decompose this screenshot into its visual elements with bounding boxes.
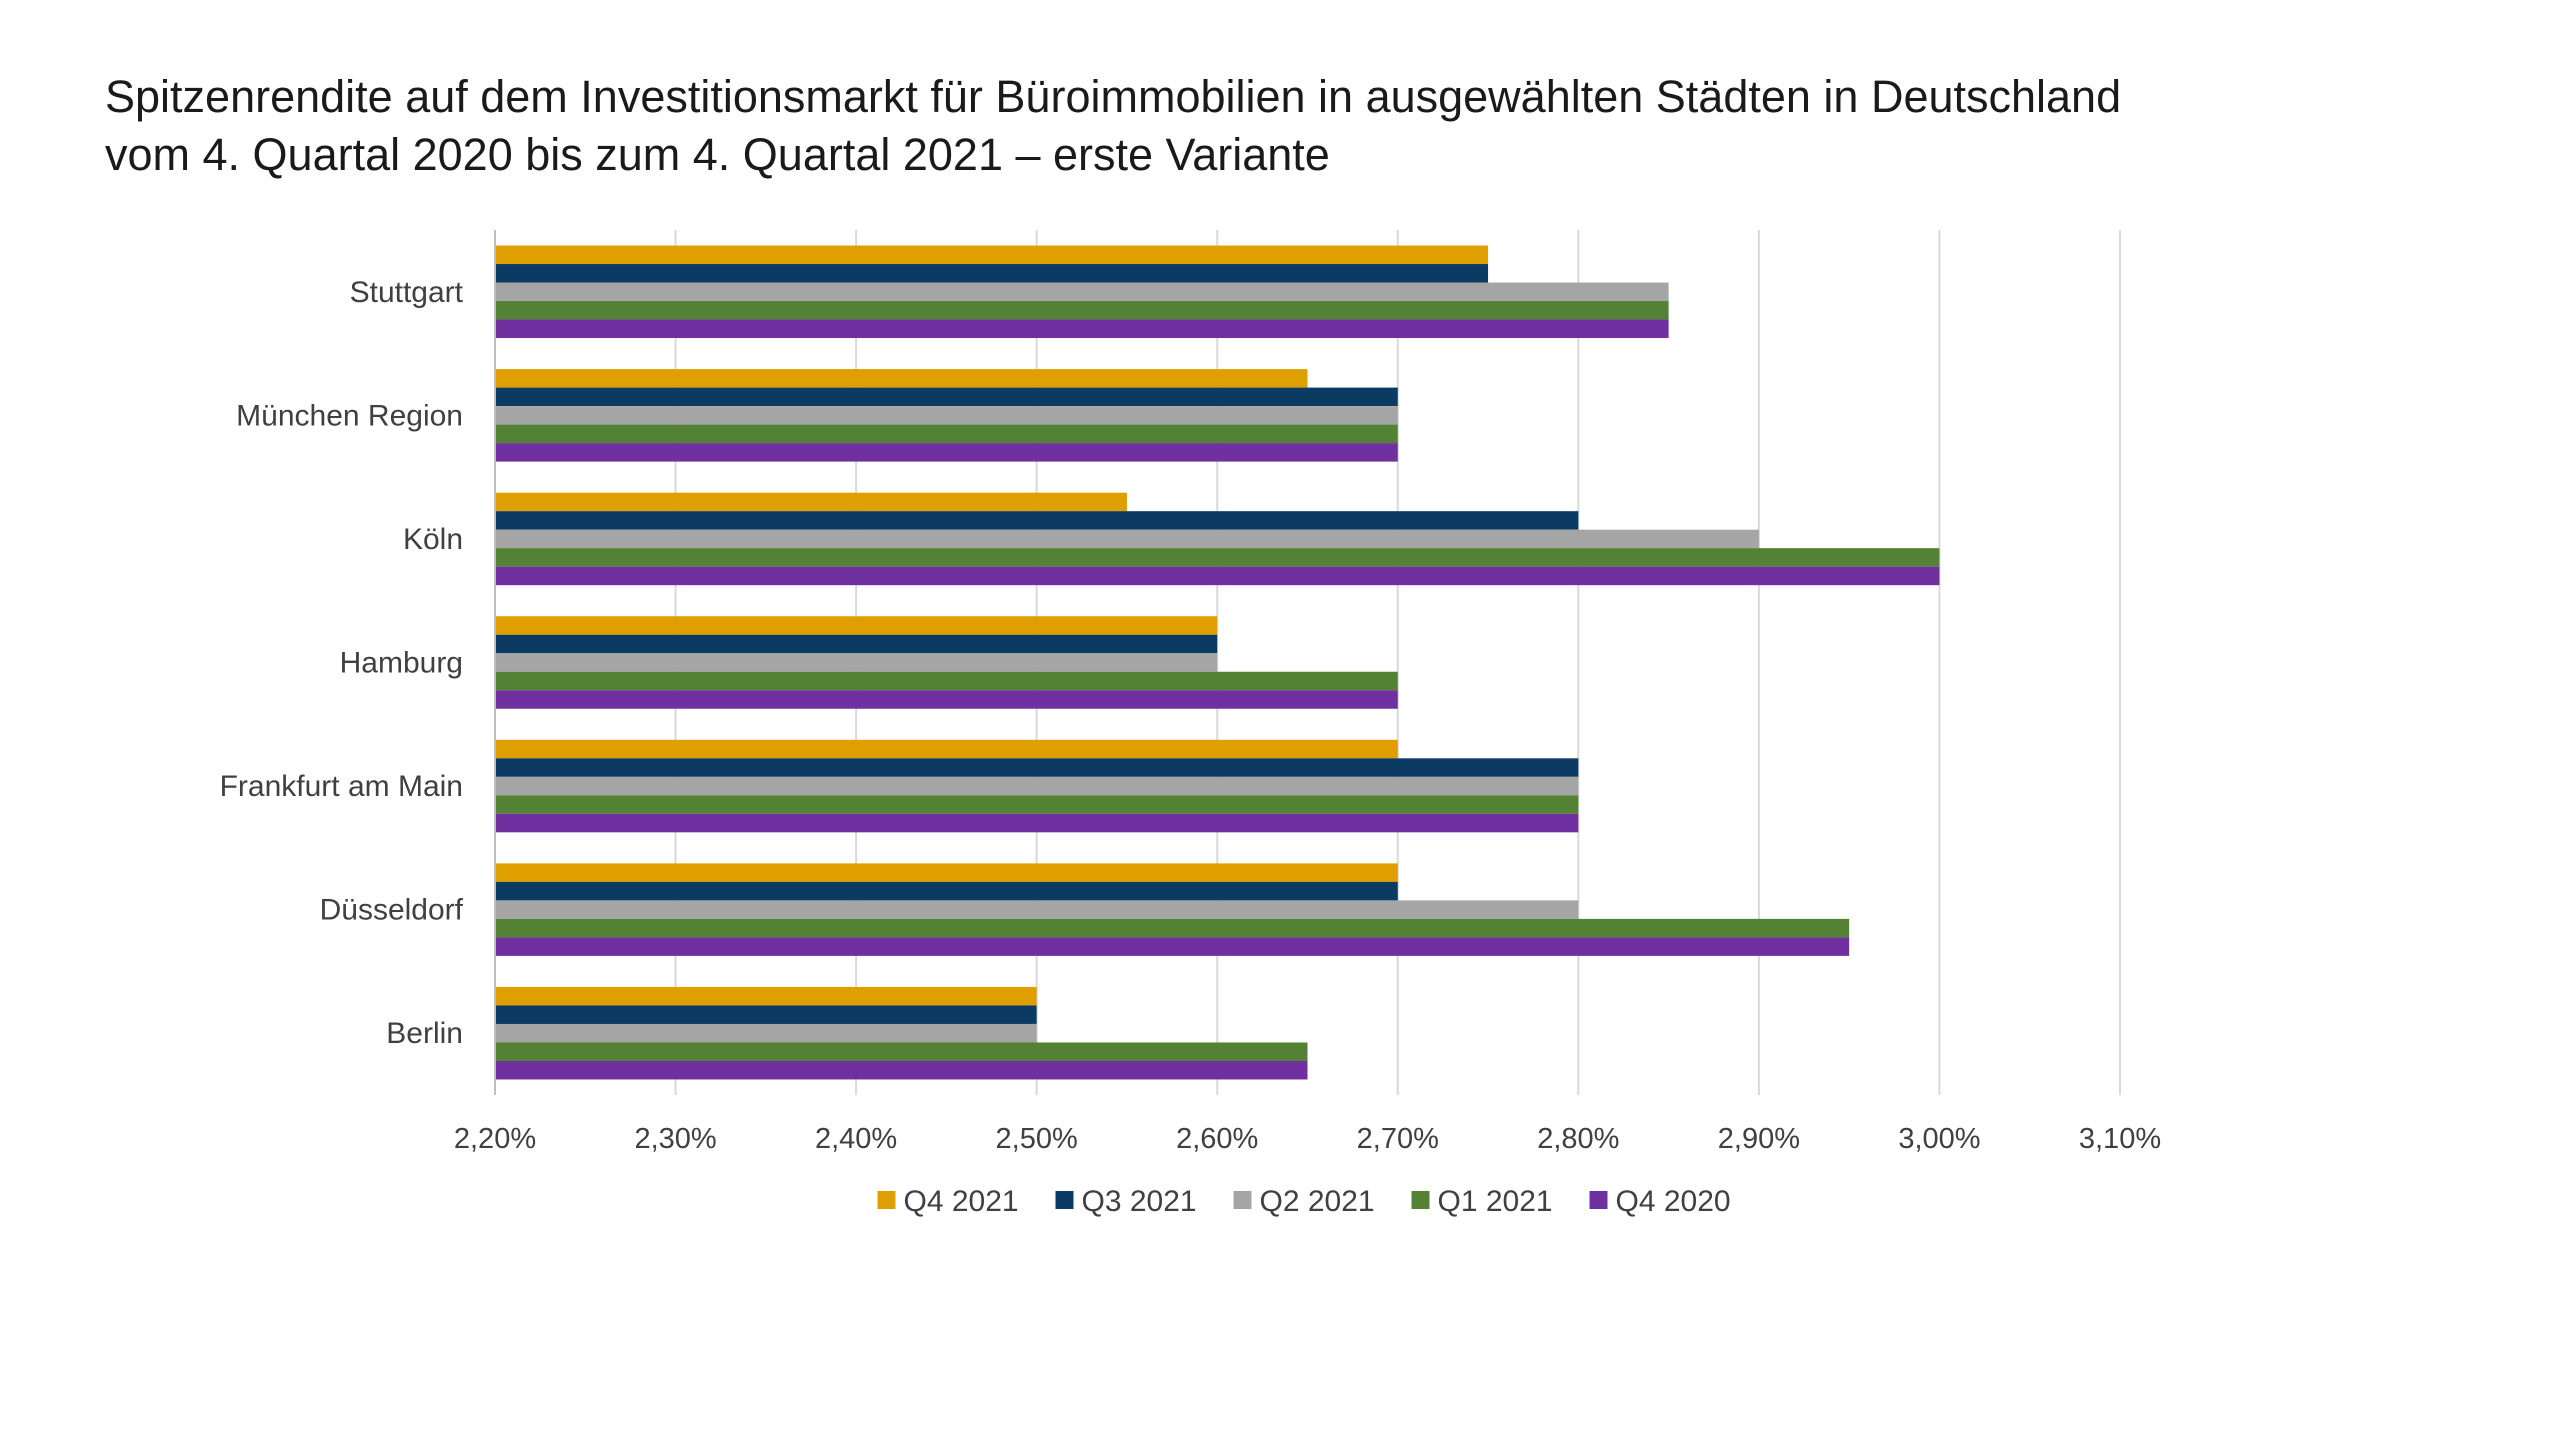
bar — [495, 634, 1218, 654]
x-tick-label: 2,70% — [1357, 1123, 1439, 1155]
category-label: Hamburg — [340, 647, 463, 680]
bar — [495, 1042, 1308, 1061]
chart-title-line-1: Spitzenrendite auf dem Investitionsmarkt… — [105, 71, 2122, 122]
bar — [495, 529, 1759, 549]
legend-item: Q4 2021 — [877, 1185, 1019, 1218]
bar — [495, 690, 1398, 709]
bar — [495, 758, 1579, 777]
x-tick-label: 3,10% — [2079, 1123, 2161, 1155]
legend-label: Q3 2021 — [1082, 1185, 1197, 1218]
legend-item: Q3 2021 — [1055, 1185, 1197, 1218]
category-label: Düsseldorf — [320, 894, 464, 927]
category-label: Berlin — [386, 1017, 463, 1050]
bar — [495, 301, 1669, 320]
category-labels: Stuttgart München Region Köln Hamburg Frankf… — [220, 276, 464, 1050]
bar — [495, 671, 1398, 691]
bar — [495, 406, 1398, 425]
bar — [495, 937, 1850, 956]
legend-item: Q4 2020 — [1589, 1185, 1731, 1218]
x-tick-label: 2,60% — [1176, 1123, 1258, 1155]
bar — [495, 616, 1218, 635]
legend-swatch — [1411, 1191, 1430, 1209]
legend: Q4 2021 Q3 2021 Q2 2021 Q1 2021 Q4 2020 — [877, 1185, 1731, 1218]
bar — [495, 387, 1398, 407]
bar — [495, 443, 1398, 462]
x-tick-label: 2,30% — [634, 1123, 716, 1155]
legend-label: Q4 2021 — [904, 1185, 1019, 1218]
bar — [495, 986, 1037, 1006]
bar — [495, 1005, 1037, 1024]
bar — [495, 881, 1398, 901]
bar — [495, 548, 1940, 567]
bar — [495, 653, 1218, 672]
bar — [495, 813, 1579, 833]
x-tick-labels: 2,20% 2,30% 2,40% 2,50% 2,60% 2,70% 2,80% 2,90%… — [454, 1123, 2161, 1155]
legend-label: Q4 2020 — [1616, 1185, 1731, 1218]
legend-item: Q1 2021 — [1411, 1185, 1553, 1218]
bar — [495, 264, 1489, 283]
legend-item: Q2 2021 — [1233, 1185, 1375, 1218]
bar — [495, 739, 1398, 759]
category-label: Köln — [403, 523, 463, 556]
bar — [495, 795, 1579, 814]
bar — [495, 863, 1398, 882]
legend-label: Q1 2021 — [1438, 1185, 1553, 1218]
category-label: Frankfurt am Main — [220, 770, 463, 803]
legend-swatch — [1233, 1191, 1252, 1209]
chart-title-line-2: vom 4. Quartal 2020 bis zum 4. Quartal 2… — [105, 129, 1330, 180]
bar — [495, 918, 1850, 938]
bar — [495, 566, 1940, 586]
bar — [495, 492, 1127, 512]
bar — [495, 1060, 1308, 1080]
bar — [495, 1023, 1037, 1043]
bar — [495, 319, 1669, 339]
x-tick-label: 2,40% — [815, 1123, 897, 1155]
x-tick-label: 2,80% — [1537, 1123, 1619, 1155]
category-label: München Region — [236, 399, 463, 432]
legend-swatch — [1589, 1191, 1608, 1209]
chart-title: Spitzenrendite auf dem Investitionsmarkt… — [105, 68, 2405, 184]
bar — [495, 511, 1579, 530]
category-label: Stuttgart — [350, 276, 464, 309]
x-tick-label: 2,90% — [1718, 1123, 1800, 1155]
bar — [495, 369, 1308, 388]
bar — [495, 776, 1579, 796]
legend-swatch — [1055, 1191, 1074, 1209]
bars — [495, 245, 1940, 1080]
x-tick-label: 2,50% — [996, 1123, 1078, 1155]
bar — [495, 900, 1579, 919]
bar — [495, 282, 1669, 302]
x-tick-label: 3,00% — [1898, 1123, 1980, 1155]
bar — [495, 424, 1398, 444]
legend-label: Q2 2021 — [1260, 1185, 1375, 1218]
bar — [495, 245, 1489, 265]
x-tick-label: 2,20% — [454, 1123, 536, 1155]
legend-swatch — [877, 1191, 896, 1209]
